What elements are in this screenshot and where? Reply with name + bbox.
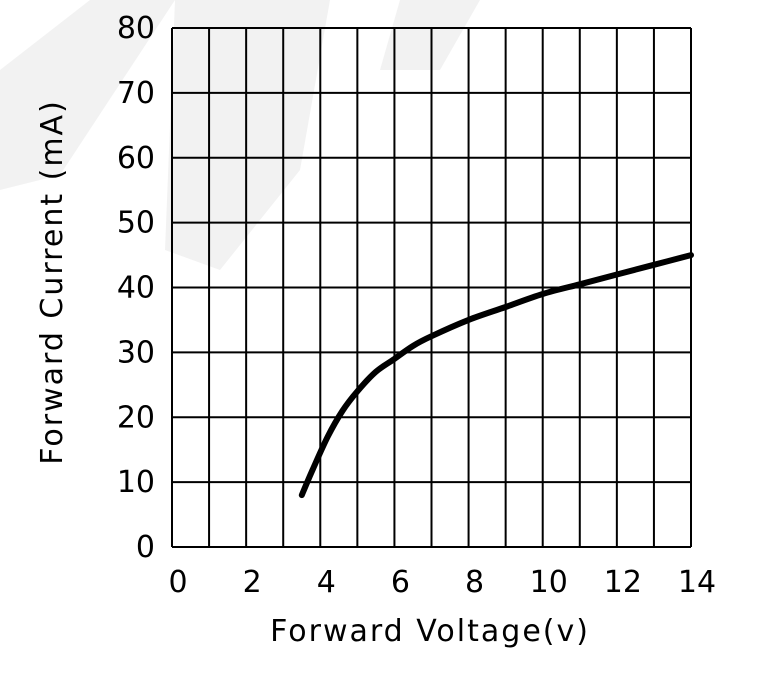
x-tick-label: 2: [243, 565, 262, 600]
chart-series: [298, 252, 694, 499]
x-axis-label: Forward Voltage(v): [270, 614, 590, 649]
x-tick-label: 8: [465, 565, 484, 600]
y-tick-label: 70: [117, 76, 155, 111]
y-tick-label: 30: [117, 335, 155, 370]
y-tick-label: 20: [117, 400, 155, 435]
y-tick-label: 80: [117, 11, 155, 46]
x-tick-label: 0: [168, 565, 187, 600]
y-tick-label: 40: [117, 271, 155, 306]
y-tick-label: 10: [117, 465, 155, 500]
x-tick-label: 12: [604, 565, 642, 600]
y-axis-label: Forward Current (mA): [35, 99, 70, 465]
y-axis-ticks: 0 10 20 30 40 50 60 70 80: [117, 11, 155, 565]
y-tick-label: 50: [117, 206, 155, 241]
x-axis-ticks: 0 2 4 6 8 10 12 14: [168, 565, 716, 600]
x-tick-label: 4: [317, 565, 336, 600]
series-line: [298, 252, 694, 499]
x-tick-label: 6: [391, 565, 410, 600]
watermark: [0, 0, 480, 270]
chart-grid: [171, 27, 692, 548]
y-tick-label: 0: [136, 530, 155, 565]
x-tick-label: 10: [530, 565, 568, 600]
y-tick-label: 60: [117, 141, 155, 176]
x-tick-label: 14: [678, 565, 716, 600]
